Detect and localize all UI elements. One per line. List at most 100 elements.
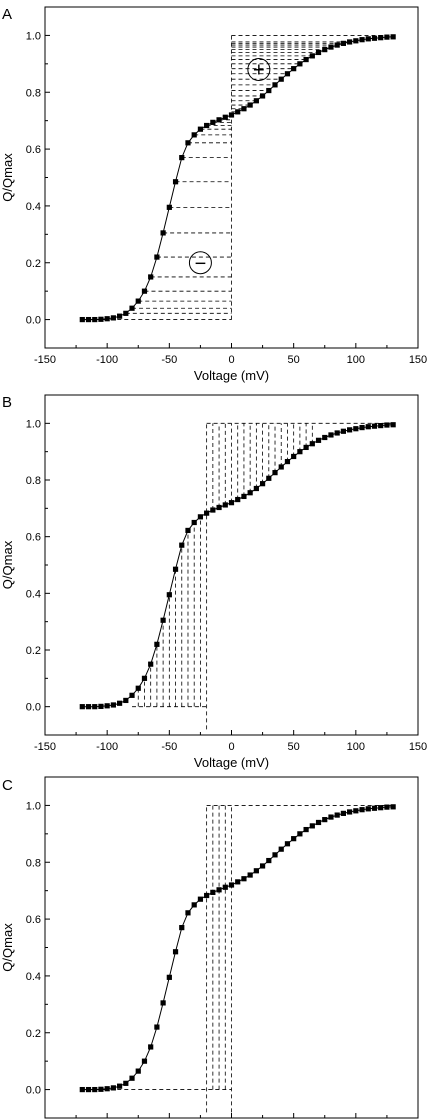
data-point [384,34,390,40]
annotation-lines [132,422,394,730]
data-point [222,114,228,120]
y-tick-label: 0.2 [26,645,41,657]
annotation-lines [82,35,394,320]
data-point [291,453,297,460]
data-point [359,37,365,43]
data-point [303,826,309,833]
data-point [228,882,235,888]
x-tick-label: 50 [288,741,300,753]
y-tick-label: 1.0 [26,800,41,812]
data-point [104,703,110,709]
data-point [228,500,235,506]
data-point [135,1068,141,1074]
data-point [179,155,185,161]
data-point [322,47,328,53]
data-point [284,841,291,847]
data-point [334,430,340,436]
data-point [191,132,197,138]
x-tick-label: -100 [96,741,118,753]
data-point [179,542,185,548]
data-point [371,423,378,429]
data-point [110,702,116,708]
data-point [210,889,216,895]
data-point [291,66,297,72]
data-point [117,1083,123,1089]
data-point [353,426,359,432]
data-point [328,814,334,820]
data-point [390,422,396,428]
data-point [297,449,303,455]
x-tick-label: -150 [34,354,56,366]
data-point [284,458,291,465]
data-point [222,884,228,890]
data-point [172,949,179,955]
minus-circle [188,251,212,275]
data-point [216,117,222,123]
data-point [278,846,284,852]
data-point [378,423,384,429]
data-point [135,685,141,691]
data-point [197,126,204,132]
data-point [185,140,191,146]
x-tick-label: -150 [34,741,56,753]
data-point [79,316,85,323]
data-point [365,36,371,42]
data-point [253,98,259,104]
data-point [98,316,104,322]
data-point [179,925,185,931]
data-point [216,887,222,893]
data-point [92,1086,98,1093]
data-point [378,805,384,811]
y-tick-label: 0.4 [26,971,41,983]
data-point [303,444,309,451]
y-tick-label: 0.8 [26,475,41,487]
data-point [85,704,92,710]
y-tick-label: 0.4 [26,201,41,213]
data-point [353,808,359,814]
data-point [98,1086,104,1092]
x-axis-label: Voltage (mV) [194,368,269,383]
y-tick-label: 0.4 [26,588,41,600]
data-point [297,61,303,67]
data-point [241,106,247,112]
data-point [129,305,135,311]
data-point [204,892,210,899]
data-point [322,817,328,823]
data-point [123,310,129,316]
data-point [129,1075,135,1081]
x-tick-label: -50 [161,741,177,753]
data-point [117,700,123,706]
data-point [253,485,259,492]
data-point [384,422,390,428]
data-point [259,481,266,487]
data-point [266,87,272,94]
data-point [309,823,315,829]
data-point [235,879,241,885]
x-tick-label: 100 [347,741,365,753]
data-point [148,274,154,280]
data-point [79,704,85,710]
data-point [104,316,110,322]
data-point [166,974,172,980]
data-point [272,852,278,858]
data-point [266,475,272,481]
y-tick-label: 0.2 [26,258,41,270]
x-tick-label: 50 [288,354,300,366]
data-point [172,179,179,185]
data-point [210,507,216,513]
data-point [334,812,340,818]
plus-symbol: + [253,60,265,82]
annotation-lines [82,805,394,1113]
y-tick-label: 0.2 [26,1028,41,1040]
x-tick-label: 0 [228,741,234,753]
data-point [222,502,228,508]
data-point [185,527,191,534]
data-point [365,806,371,812]
data-point [247,490,253,496]
data-point [340,428,346,434]
data-point [347,39,353,45]
data-point [154,254,160,260]
y-tick-label: 0.0 [26,702,41,714]
chart-panel-a: A − + -150 -100 -50 0 50 100 150 0.0 0.2 0.4 0.6 0.8 1.… [0,6,427,383]
